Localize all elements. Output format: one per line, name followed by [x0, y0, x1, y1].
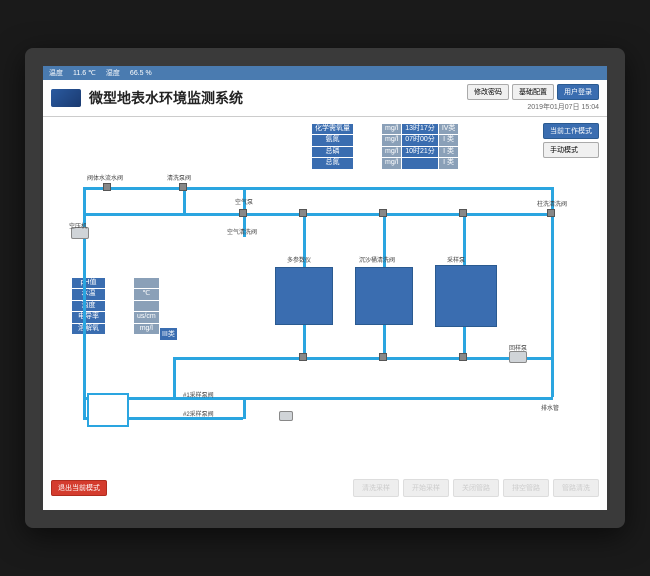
humid-label: 湿度 — [106, 68, 120, 78]
param-time: 13时17分 — [402, 124, 439, 135]
humid-value: 66.5 % — [130, 70, 152, 77]
ghost-button[interactable]: 关闭管路 — [453, 479, 499, 497]
param-unit: mg/l — [382, 124, 402, 135]
diagram-area: 化学需氧量 6.7 mg/l 13时17分 IV类 氨氮 0.008 mg/l … — [43, 117, 607, 503]
manual-mode-button[interactable]: 手动模式 — [543, 142, 599, 158]
label: 采样泵 — [447, 255, 465, 264]
label: 柱洗清洗阀 — [537, 199, 567, 208]
table-row: 化学需氧量 6.7 mg/l 13时17分 IV类 — [312, 124, 459, 135]
base-config-button[interactable]: 基础配置 — [512, 84, 554, 100]
status-bar: 温度 11.6 ℃ 湿度 66.5 % — [43, 66, 607, 80]
logo-icon — [51, 89, 81, 107]
sample-tank — [87, 393, 129, 427]
valve-icon[interactable] — [547, 209, 555, 217]
valve-icon[interactable] — [179, 183, 187, 191]
tank-2 — [355, 267, 413, 325]
exit-mode-button[interactable]: 退出当前模式 — [51, 480, 107, 496]
table-row: 总氮 mg/l I 类 — [312, 158, 459, 169]
param-name: 化学需氧量 — [312, 124, 354, 135]
table-row: 总磷 0.001 mg/l 10时21分 I 类 — [312, 146, 459, 157]
valve-icon[interactable] — [379, 209, 387, 217]
grade-badge: III类 — [160, 328, 177, 340]
ghost-button[interactable]: 排空管路 — [503, 479, 549, 497]
label: 清洗泵阀 — [167, 173, 191, 182]
table-row: 氨氮 0.008 mg/l 07时00分 I 类 — [312, 135, 459, 146]
ghost-button[interactable]: 清洗采样 — [353, 479, 399, 497]
label: 空气泵 — [235, 197, 253, 206]
login-button[interactable]: 用户登录 — [557, 84, 599, 100]
label: 回样泵 — [509, 343, 527, 352]
label: #2采样泵阀 — [183, 409, 214, 418]
upper-data-table: 化学需氧量 6.7 mg/l 13时17分 IV类 氨氮 0.008 mg/l … — [311, 123, 459, 170]
label: 多参数仪 — [287, 255, 311, 264]
label: 空压机 — [69, 221, 87, 230]
valve-icon[interactable] — [239, 209, 247, 217]
monitor-frame: 温度 11.6 ℃ 湿度 66.5 % 微型地表水环境监测系统 修改密码 基础配… — [25, 48, 625, 528]
valve-icon[interactable] — [379, 353, 387, 361]
page-title: 微型地表水环境监测系统 — [89, 88, 459, 108]
valve-icon[interactable] — [299, 209, 307, 217]
label: 排水管 — [541, 403, 559, 412]
ghost-button[interactable]: 开始采样 — [403, 479, 449, 497]
label: 空气清洗阀 — [227, 227, 257, 236]
bottom-bar: 退出当前模式 清洗采样 开始采样 关闭管路 排空管路 管路清洗 — [51, 479, 599, 497]
temp-label: 温度 — [49, 68, 63, 78]
label: 沉沙桶清洗阀 — [359, 255, 395, 264]
valve-icon[interactable] — [299, 353, 307, 361]
change-password-button[interactable]: 修改密码 — [467, 84, 509, 100]
valve-icon[interactable] — [459, 353, 467, 361]
valve-icon[interactable] — [459, 209, 467, 217]
param-grade: IV类 — [438, 124, 459, 135]
valve-icon[interactable] — [103, 183, 111, 191]
sample-pump-icon — [279, 411, 293, 421]
timestamp: 2019年01月07日 15:04 — [527, 102, 599, 112]
tank-1 — [275, 267, 333, 325]
param-val: 6.7 — [354, 124, 382, 135]
ghost-button[interactable]: 管路清洗 — [553, 479, 599, 497]
header: 微型地表水环境监测系统 修改密码 基础配置 用户登录 2019年01月07日 1… — [43, 80, 607, 117]
tank-3 — [435, 265, 497, 327]
label: 阀体水流水阀 — [87, 173, 123, 182]
return-pump-icon — [509, 351, 527, 363]
label: #1采样泵阀 — [183, 390, 214, 399]
screen: 温度 11.6 ℃ 湿度 66.5 % 微型地表水环境监测系统 修改密码 基础配… — [43, 66, 607, 510]
temp-value: 11.6 ℃ — [73, 69, 96, 77]
current-mode-button[interactable]: 当前工作模式 — [543, 123, 599, 139]
